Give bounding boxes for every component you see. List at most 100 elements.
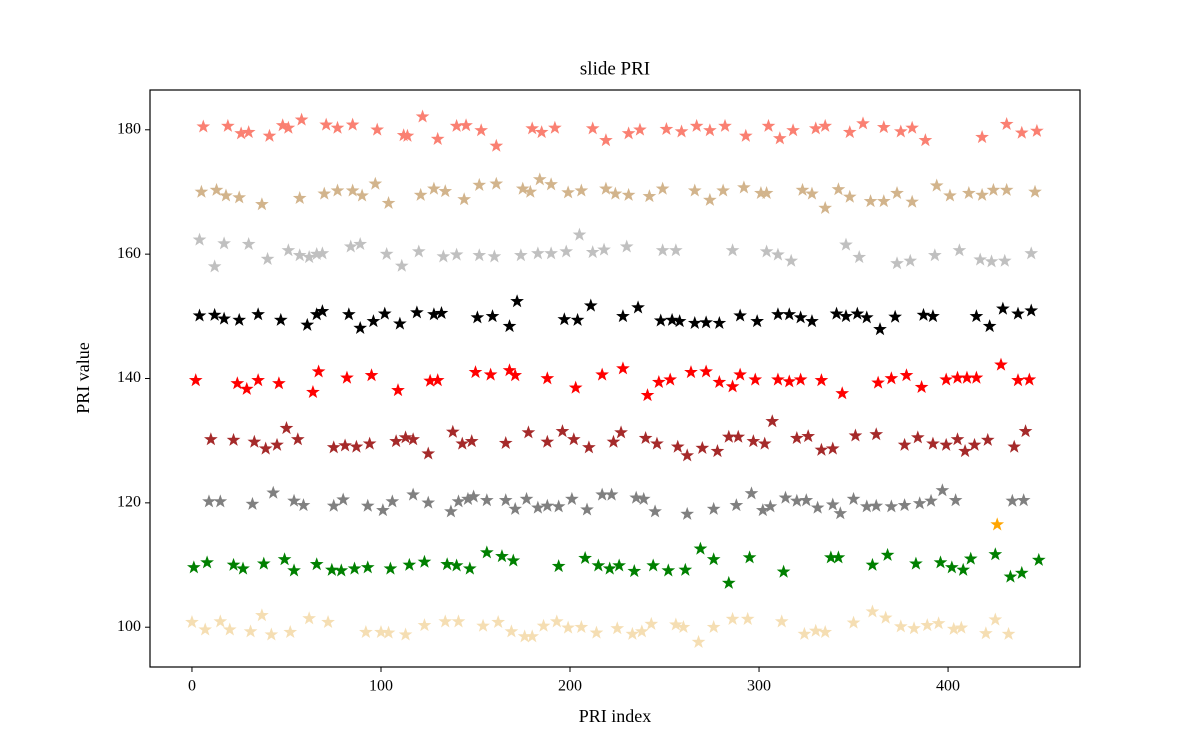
star-point bbox=[905, 120, 919, 134]
chart-title: slide PRI bbox=[580, 58, 650, 79]
star-point bbox=[918, 133, 933, 147]
star-point bbox=[470, 310, 485, 324]
star-point bbox=[935, 483, 950, 497]
star-point bbox=[256, 556, 271, 570]
star-point bbox=[818, 624, 833, 639]
star-point bbox=[848, 428, 863, 442]
star-point bbox=[614, 425, 628, 439]
star-point bbox=[801, 429, 816, 443]
star-point bbox=[487, 249, 502, 263]
star-point bbox=[956, 562, 971, 576]
star-point bbox=[427, 307, 441, 321]
star-point bbox=[814, 442, 829, 456]
star-point bbox=[996, 301, 1010, 315]
star-point bbox=[729, 498, 744, 512]
star-point bbox=[825, 441, 840, 455]
star-point bbox=[572, 227, 587, 241]
star-point bbox=[674, 124, 689, 138]
star-point bbox=[616, 361, 630, 375]
star-point bbox=[625, 626, 640, 640]
star-point bbox=[1005, 493, 1020, 507]
star-point bbox=[661, 563, 676, 577]
star-point bbox=[294, 112, 309, 126]
star-point bbox=[754, 186, 768, 200]
star-point bbox=[474, 123, 489, 137]
y-axis-label: PRI value bbox=[73, 342, 93, 414]
star-point bbox=[402, 557, 417, 571]
star-point bbox=[495, 549, 509, 563]
star-point bbox=[1016, 493, 1031, 507]
star-point bbox=[251, 307, 265, 321]
star-point bbox=[909, 556, 923, 570]
star-point bbox=[258, 441, 273, 455]
star-point bbox=[391, 383, 405, 397]
star-point bbox=[207, 259, 222, 273]
star-point bbox=[755, 503, 770, 517]
star-point bbox=[689, 118, 704, 132]
star-point bbox=[315, 246, 330, 260]
star-point bbox=[924, 493, 938, 507]
star-point bbox=[653, 313, 668, 327]
star-point bbox=[204, 432, 218, 446]
star-point bbox=[621, 187, 636, 201]
star-point bbox=[771, 372, 785, 386]
star-point bbox=[353, 320, 368, 334]
star-point bbox=[366, 314, 381, 328]
star-point bbox=[710, 444, 725, 458]
star-point bbox=[839, 237, 853, 251]
star-point bbox=[873, 322, 887, 336]
star-point bbox=[856, 116, 870, 130]
star-point bbox=[398, 430, 413, 444]
star-point bbox=[699, 315, 713, 329]
star-point bbox=[574, 620, 589, 634]
star-point bbox=[434, 306, 449, 320]
star-point bbox=[591, 558, 606, 572]
star-point bbox=[1001, 626, 1016, 640]
star-point bbox=[952, 243, 967, 257]
star-point bbox=[1024, 246, 1039, 260]
star-point bbox=[897, 498, 912, 512]
star-point bbox=[805, 186, 819, 200]
star-point bbox=[472, 177, 487, 191]
star-point bbox=[825, 497, 840, 511]
star-point bbox=[544, 177, 558, 191]
star-point bbox=[589, 625, 604, 639]
star-point bbox=[217, 311, 231, 325]
star-point bbox=[508, 368, 523, 382]
star-point bbox=[759, 186, 774, 200]
star-point bbox=[772, 131, 787, 145]
star-point bbox=[988, 547, 1003, 561]
star-point bbox=[899, 368, 914, 382]
star-point bbox=[721, 575, 736, 589]
star-point bbox=[445, 424, 460, 438]
star-point bbox=[309, 246, 324, 260]
star-point bbox=[1003, 569, 1018, 583]
star-point bbox=[489, 138, 504, 152]
star-point bbox=[633, 122, 647, 136]
star-point bbox=[379, 246, 394, 260]
star-point bbox=[960, 370, 974, 384]
star-point bbox=[207, 307, 222, 321]
star-point bbox=[459, 118, 473, 132]
star-point bbox=[948, 493, 963, 507]
star-point bbox=[440, 557, 454, 571]
star-point bbox=[731, 429, 746, 443]
star-point bbox=[629, 490, 644, 504]
star-point bbox=[927, 248, 942, 262]
star-point bbox=[287, 493, 301, 507]
star-point bbox=[846, 491, 861, 505]
star-point bbox=[627, 564, 642, 578]
star-point bbox=[398, 627, 413, 641]
star-point bbox=[676, 620, 691, 634]
star-point bbox=[663, 372, 678, 386]
star-point bbox=[805, 314, 819, 328]
star-point bbox=[421, 446, 436, 460]
star-point bbox=[706, 552, 721, 566]
star-point bbox=[451, 614, 466, 628]
star-point bbox=[905, 194, 919, 208]
star-point bbox=[393, 316, 407, 330]
star-point bbox=[652, 375, 666, 389]
star-point bbox=[521, 425, 536, 439]
star-point bbox=[406, 432, 420, 446]
star-point bbox=[330, 183, 345, 197]
